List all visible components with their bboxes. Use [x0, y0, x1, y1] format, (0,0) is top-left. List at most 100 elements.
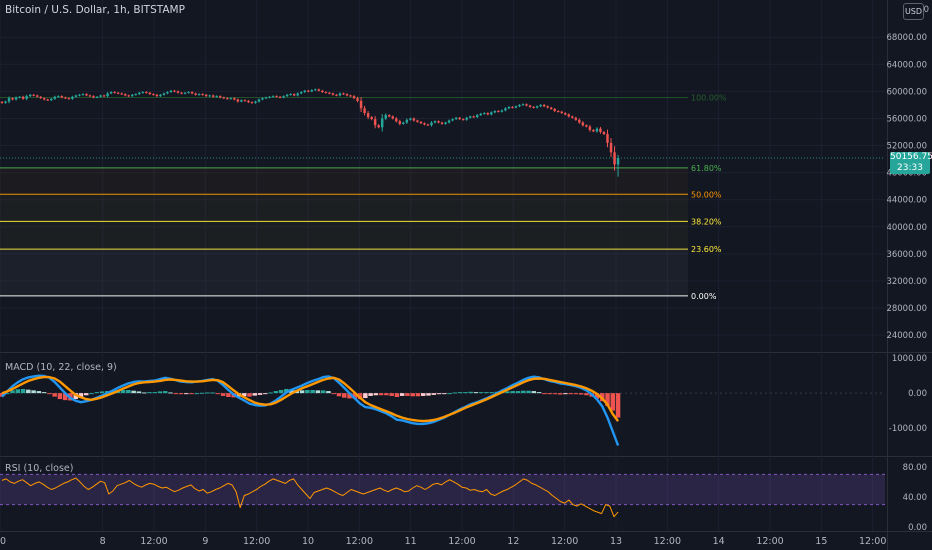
candle [345, 94, 349, 96]
macd-histogram-bar [220, 393, 226, 396]
candle [514, 106, 518, 108]
x-tick-label: 12:00 [243, 536, 270, 547]
macd-histogram-bar [405, 393, 410, 396]
x-tick-label: 00 [0, 536, 6, 547]
candle [486, 113, 490, 115]
y-tick-label: 32000.00 [886, 277, 927, 287]
candle [222, 97, 226, 99]
candle [7, 98, 11, 102]
currency-button[interactable]: USD [903, 3, 924, 20]
candle [25, 96, 28, 99]
candle [472, 116, 475, 118]
macd-histogram-bar [84, 393, 89, 396]
candle [176, 91, 180, 93]
y-tick-label: 44000.00 [886, 196, 927, 206]
candle [412, 118, 416, 121]
fib-zone [0, 221, 688, 250]
y-tick-label: 52000.00 [886, 142, 927, 152]
macd-histogram-bar [173, 393, 178, 395]
candle [613, 152, 616, 165]
fib-zone [0, 167, 688, 195]
candle [567, 114, 571, 117]
macd-histogram-bar [47, 393, 52, 395]
macd-histogram-bar [268, 392, 273, 394]
macd-histogram-bar [284, 388, 289, 394]
candle [578, 119, 581, 123]
candle [71, 96, 74, 99]
candle [331, 93, 335, 95]
macd-histogram-bar [99, 391, 105, 394]
candle [416, 120, 419, 122]
macd-histogram-bar [378, 393, 384, 396]
macd-histogram-bar [210, 392, 215, 394]
macd-histogram-bar [578, 393, 584, 395]
macd-histogram-bar [189, 393, 194, 395]
candle [490, 112, 493, 115]
macd-histogram-bar [463, 392, 468, 394]
candle [18, 96, 21, 98]
macd-histogram-bar [320, 390, 326, 394]
y-tick-label: 80.00 [903, 463, 927, 473]
candle [592, 129, 595, 132]
macd-histogram-bar [194, 393, 200, 395]
rsi-indicator-label[interactable]: RSI (10, close) [5, 463, 74, 474]
candle [11, 98, 14, 100]
candle [433, 121, 437, 123]
rsi-band-fill [0, 474, 885, 505]
candle [236, 99, 240, 102]
macd-histogram-bar [141, 392, 147, 394]
candle [535, 106, 539, 108]
candle [539, 104, 542, 107]
macd-histogram-bar [247, 393, 252, 397]
macd-histogram-bar [20, 388, 26, 394]
macd-histogram-bar [252, 393, 257, 396]
macd-histogram-bar [199, 392, 205, 394]
symbol-title[interactable]: Bitcoin / U.S. Dollar, 1h, BITSTAMP [5, 4, 185, 16]
macd-histogram-bar [278, 390, 284, 394]
candle [215, 96, 218, 98]
candle [21, 96, 25, 99]
candle [229, 98, 233, 100]
macd-histogram-bar [394, 393, 400, 397]
y-tick-label: 64000.00 [886, 60, 927, 70]
candle [370, 117, 373, 120]
candle [131, 94, 134, 97]
macd-histogram-bar [436, 393, 442, 395]
candle [335, 94, 338, 96]
macd-histogram-bar [442, 393, 447, 395]
x-tick-label: 9 [202, 536, 208, 547]
candle [4, 101, 7, 103]
candle [497, 111, 500, 113]
macd-histogram-bar [605, 393, 610, 407]
candle [532, 106, 535, 108]
candle [338, 93, 342, 96]
candle [35, 95, 39, 97]
x-tick-label: 14 [713, 536, 725, 547]
candle [57, 96, 60, 98]
candle [74, 95, 78, 97]
bar-countdown: 23:33 [897, 163, 923, 173]
candle [0, 101, 4, 103]
candle [458, 117, 461, 120]
candle [409, 118, 412, 120]
macd-histogram-bar [431, 393, 437, 395]
x-tick-label: 8 [100, 536, 106, 547]
candle [430, 122, 433, 126]
macd-histogram-bar [468, 391, 473, 394]
candle [233, 98, 236, 100]
candle [419, 121, 423, 124]
candle [296, 93, 299, 96]
macd-histogram-bar [489, 392, 494, 394]
fib-level-label: 38.20% [691, 217, 722, 226]
macd-histogram-bar [457, 392, 463, 394]
x-tick-label: 10 [302, 536, 314, 547]
x-tick-label: 13 [610, 536, 622, 547]
candle [388, 115, 391, 117]
macd-histogram-bar [521, 390, 526, 394]
x-tick-label: 12:00 [859, 536, 886, 547]
y-tick-label: 40000.00 [886, 223, 927, 233]
candle [60, 96, 64, 98]
candle [500, 110, 504, 112]
macd-indicator-label[interactable]: MACD (10, 22, close, 9) [5, 362, 117, 373]
